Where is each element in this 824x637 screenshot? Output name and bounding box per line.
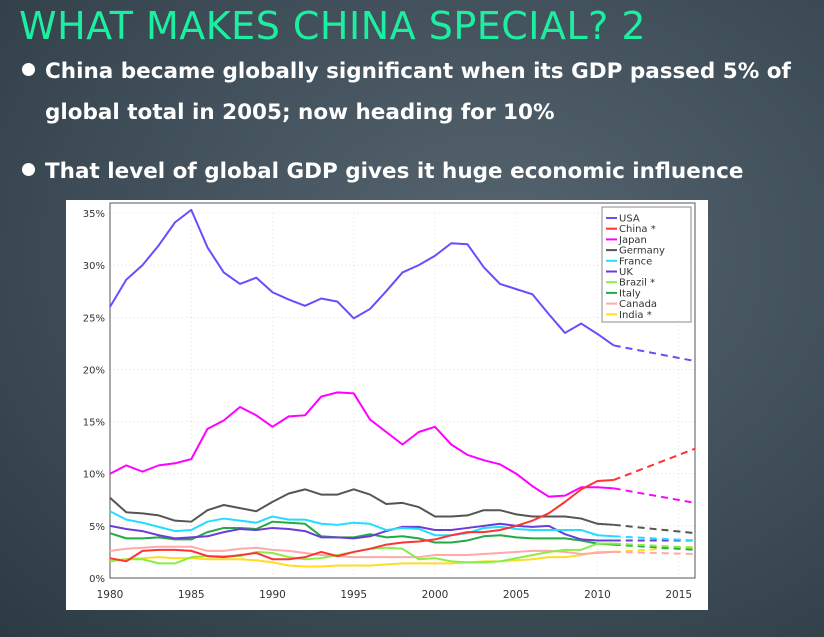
bullet-1-line-2: global total in 2005; now heading for 10…: [45, 100, 555, 125]
series-projection-brazil: [613, 542, 696, 549]
x-tick-label: 1990: [259, 589, 286, 601]
x-tick-label: 1980: [97, 589, 124, 601]
bullet-2: That level of global GDP gives it huge e…: [22, 151, 743, 192]
bullet-dot-icon: [22, 163, 35, 176]
series-line-india: [109, 550, 614, 568]
series-projection-usa: [613, 344, 696, 363]
series-line-france: [109, 510, 614, 538]
series-line-japan: [109, 391, 614, 498]
legend-label: UK: [619, 267, 633, 278]
series-projection-canada: [613, 550, 696, 556]
series-projection-italy: [613, 543, 696, 551]
legend-label: Italy: [619, 288, 641, 299]
series-line-uk: [109, 522, 614, 542]
series-line-italy: [109, 520, 614, 546]
y-tick-label: 0%: [89, 574, 105, 585]
series-projection-france: [613, 535, 696, 542]
y-tick-label: 10%: [83, 470, 105, 481]
series-line-germany: [109, 488, 614, 526]
series-projection-india: [613, 545, 696, 553]
series-line-usa: [109, 208, 615, 347]
y-tick-label: 30%: [83, 261, 105, 272]
y-tick-label: 25%: [83, 313, 105, 324]
slide-title: WHAT MAKES CHINA SPECIAL? 2: [19, 4, 647, 48]
legend-label: Brazil *: [619, 278, 655, 289]
legend-label: Canada: [619, 299, 657, 310]
x-tick-label: 2015: [665, 589, 692, 601]
bullet-1: China became globally significant when i…: [22, 51, 791, 133]
y-tick-label: 20%: [83, 365, 105, 376]
plot-frame: [109, 202, 696, 579]
y-tick-label: 5%: [89, 522, 105, 533]
legend-label: Germany: [619, 246, 665, 257]
bullet-1-line-1: China became globally significant when i…: [45, 59, 791, 84]
bullet-dot-icon: [22, 63, 35, 76]
gdp-share-chart: 0% 5% 10% 15% 20% 25% 30% 35% 1980 1985 1990 1995 20…: [66, 200, 708, 610]
x-tick-label: 1985: [178, 589, 205, 601]
series-line-canada: [109, 545, 614, 559]
bullet-2-line-1: That level of global GDP gives it huge e…: [45, 159, 744, 184]
legend-label: Japan: [618, 235, 647, 246]
series-projection-china: [613, 447, 696, 481]
legend-label: India *: [619, 310, 652, 321]
series-projection-japan: [613, 487, 696, 504]
series-line-china: [109, 478, 614, 563]
y-tick-label: 15%: [83, 418, 105, 429]
legend-label: France: [619, 256, 652, 267]
x-tick-label: 2010: [584, 589, 611, 601]
y-tick-label: 35%: [83, 209, 105, 220]
legend-label: China *: [619, 224, 656, 235]
x-tick-label: 1995: [340, 589, 367, 601]
x-tick-label: 2005: [503, 589, 530, 601]
chart-svg: 0% 5% 10% 15% 20% 25% 30% 35% 1980 1985 1990 1995 20…: [83, 202, 696, 601]
legend-label: USA: [619, 214, 640, 225]
series-projection-germany: [613, 523, 696, 535]
x-tick-label: 2000: [422, 589, 449, 601]
